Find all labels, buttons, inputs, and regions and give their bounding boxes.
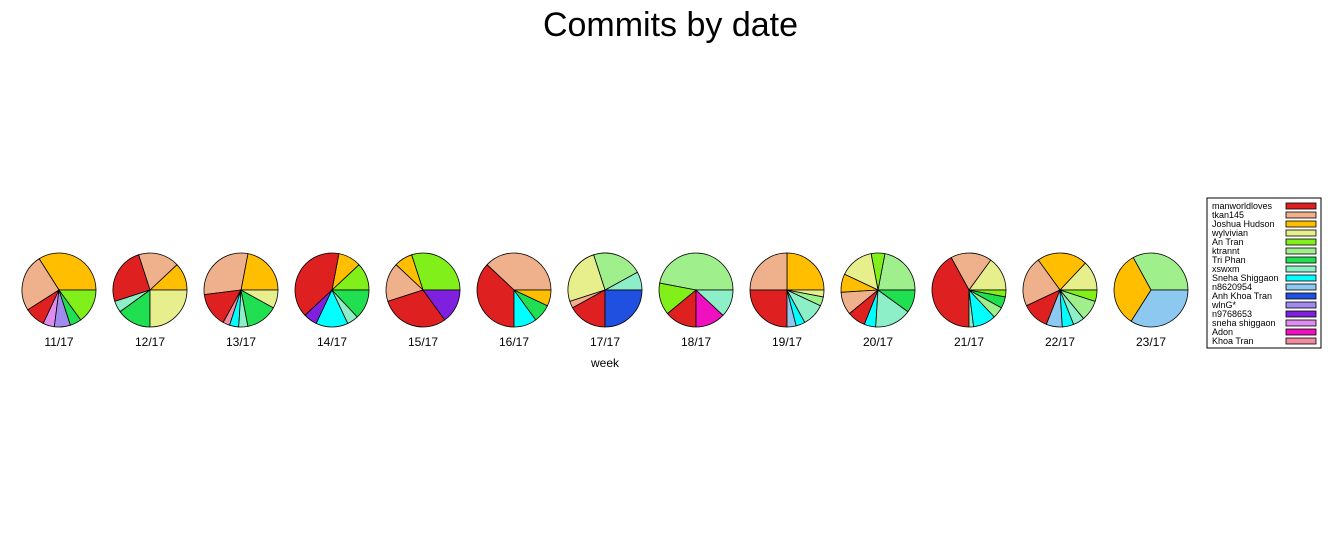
pie-slice-manworldloves	[749, 289, 788, 328]
legend-label: manworldloves	[1212, 201, 1273, 211]
pie-19-17	[749, 252, 825, 328]
pie-slice-wylvivian	[567, 254, 606, 302]
week-label: 15/17	[408, 335, 438, 349]
pie-slice-tkan145	[950, 252, 992, 291]
week-label: 11/17	[44, 335, 73, 349]
week-label: 14/17	[317, 335, 347, 349]
pie-slice-an-tran	[411, 252, 461, 291]
week-label: 12/17	[135, 335, 165, 349]
pie-22-17	[1022, 252, 1098, 328]
legend-label: xswxm	[1212, 264, 1240, 274]
pie-15-17	[385, 252, 461, 328]
legend-swatch-ktrannt	[1285, 247, 1317, 255]
pie-slice-joshua-hudson	[240, 253, 279, 291]
x-axis-label: week	[590, 356, 620, 370]
pie-slice-tri-phan	[876, 289, 916, 313]
pie-slice-an-tran	[1059, 289, 1098, 302]
pie-slice-manworldloves	[294, 252, 340, 316]
pie-11-17	[21, 252, 97, 328]
legend-label: Anh Khoa Tran	[1212, 291, 1272, 301]
pie-slice-an-tran	[58, 289, 97, 321]
pie-slice-tri-phan	[331, 289, 370, 318]
legend-swatch-anh-khoa-tran	[1285, 292, 1317, 300]
legend-swatch-khoa-tran	[1285, 337, 1317, 345]
pie-slice-wylvivian	[149, 289, 188, 328]
pie-slice-tkan145	[749, 252, 788, 291]
pie-slice-tkan145	[203, 252, 249, 296]
legend-label: Sneha Shiggaon	[1212, 273, 1279, 283]
week-label: 18/17	[681, 335, 711, 349]
pie-slice-n8620954	[1130, 289, 1189, 328]
pie-slice-an-tran	[968, 289, 1007, 298]
week-label: 17/17	[590, 335, 620, 349]
legend-label: tkan145	[1212, 210, 1244, 220]
pie-slice-ktrannt	[593, 252, 638, 291]
pie-17-17	[567, 252, 643, 328]
legend-label: Joshua Hudson	[1212, 219, 1275, 229]
legend-label: Tri Phan	[1212, 255, 1246, 265]
week-label: 21/17	[954, 335, 984, 349]
legend-swatch-n8620954	[1285, 283, 1317, 291]
pie-slice-tkan145	[138, 252, 178, 291]
pie-slice-manworldloves	[931, 257, 970, 328]
legend-swatch-n9768653	[1285, 310, 1317, 318]
pie-14-17	[294, 252, 370, 328]
week-label: 23/17	[1136, 335, 1166, 349]
chart-title: Commits by date	[542, 6, 799, 44]
pie-12-17	[112, 252, 188, 328]
legend-label: wlnG*	[1211, 300, 1237, 310]
pie-21-17	[931, 252, 1007, 328]
pie-slice-ktrannt	[659, 252, 734, 291]
pie-slice-tkan145	[486, 252, 552, 291]
legend-label: n8620954	[1212, 282, 1252, 292]
pie-slice-n9768653	[422, 289, 461, 321]
legend-swatch-tri-phan	[1285, 256, 1317, 264]
legend-label: Khoa Tran	[1212, 336, 1254, 346]
legend-swatch-sneha-shiggaon	[1285, 319, 1317, 327]
legend-swatch-wlng	[1285, 301, 1317, 309]
legend-label: ktrannt	[1212, 246, 1240, 256]
legend-swatch-manworldloves	[1285, 202, 1317, 210]
legend-swatch-sneha-shiggaon	[1285, 274, 1317, 282]
legend-swatch-joshua-hudson	[1285, 220, 1317, 228]
pie-16-17	[476, 252, 552, 328]
legend-label: n9768653	[1212, 309, 1252, 319]
pie-slice-manworldloves	[387, 289, 446, 328]
week-label: 22/17	[1045, 335, 1075, 349]
pie-slice-joshua-hudson	[1113, 257, 1152, 322]
legend-swatch-adon	[1285, 328, 1317, 336]
legend-label: sneha shiggaon	[1212, 318, 1276, 328]
week-label: 16/17	[499, 335, 529, 349]
pie-18-17	[658, 252, 734, 328]
pie-slice-xswxm	[694, 289, 734, 316]
legend-swatch-an-tran	[1285, 238, 1317, 246]
legend-swatch-xswxm	[1285, 265, 1317, 273]
pie-slice-ktrannt	[877, 253, 916, 291]
legend-label: Adon	[1212, 327, 1233, 337]
legend-label: wylvivian	[1211, 228, 1248, 238]
pie-slice-tkan145	[21, 258, 60, 311]
pie-20-17	[840, 252, 916, 328]
pie-slice-joshua-hudson	[513, 289, 552, 307]
pie-slice-joshua-hudson	[786, 252, 825, 291]
week-label: 13/17	[226, 335, 256, 349]
pie-slice-wylvivian	[786, 289, 825, 298]
pie-13-17	[203, 252, 279, 328]
week-label: 20/17	[863, 335, 893, 349]
week-label: 19/17	[772, 335, 802, 349]
pie-slice-manworldloves	[476, 264, 515, 328]
pie-slice-wylvivian	[240, 289, 279, 309]
legend-swatch-wylvivian	[1285, 229, 1317, 237]
legend-label: An Tran	[1212, 237, 1244, 247]
legend-swatch-tkan145	[1285, 211, 1317, 219]
pie-slice-anh-khoa-tran	[604, 289, 643, 328]
pie-slice-ktrannt	[1132, 252, 1189, 291]
pie-23-17	[1113, 252, 1189, 328]
pie-slice-joshua-hudson	[1037, 252, 1086, 291]
pie-slice-manworldloves	[112, 254, 151, 302]
